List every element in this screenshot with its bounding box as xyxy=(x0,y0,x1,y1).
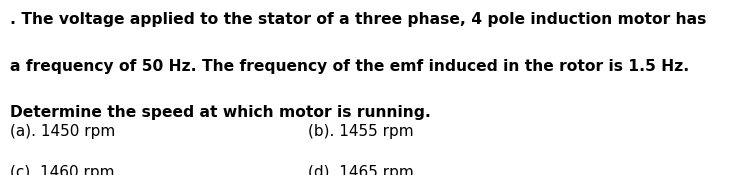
Text: . The voltage applied to the stator of a three phase, 4 pole induction motor has: . The voltage applied to the stator of a… xyxy=(10,12,706,27)
Text: Determine the speed at which motor is running.: Determine the speed at which motor is ru… xyxy=(10,105,431,120)
Text: (a). 1450 rpm: (a). 1450 rpm xyxy=(10,124,115,139)
Text: (b). 1455 rpm: (b). 1455 rpm xyxy=(308,124,413,139)
Text: (c). 1460 rpm: (c). 1460 rpm xyxy=(10,164,114,175)
Text: (d). 1465 rpm: (d). 1465 rpm xyxy=(308,164,413,175)
Text: a frequency of 50 Hz. The frequency of the emf induced in the rotor is 1.5 Hz.: a frequency of 50 Hz. The frequency of t… xyxy=(10,59,689,74)
